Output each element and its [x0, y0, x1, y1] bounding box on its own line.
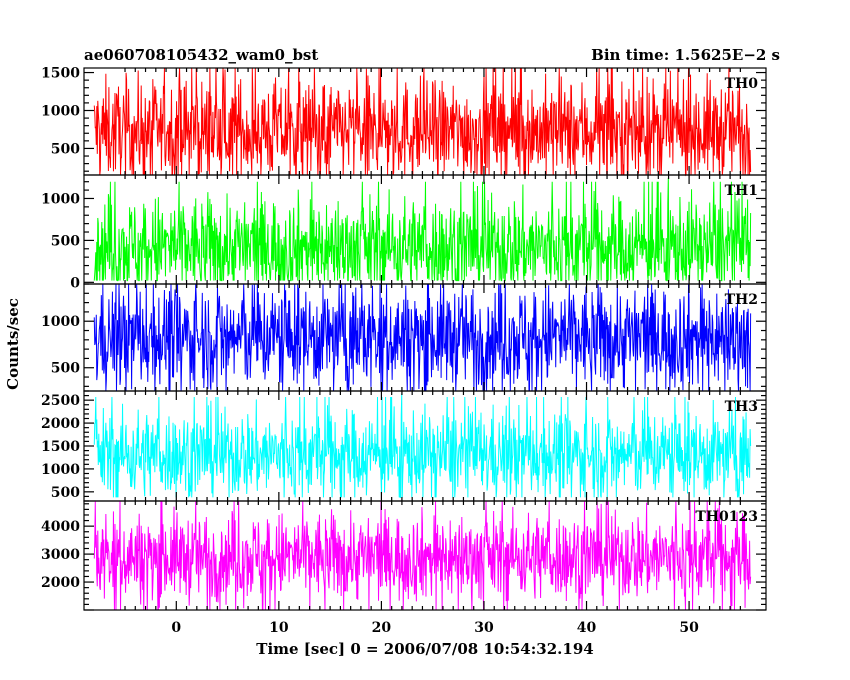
y-tick-label: 1500 — [41, 439, 80, 455]
series-line-th0123 — [93, 500, 752, 611]
y-tick-label: 3000 — [41, 547, 80, 563]
panels-group: 50010001500TH005001000TH15001000TH250010… — [41, 66, 767, 636]
y-tick-label: 2500 — [41, 393, 80, 409]
x-tick-label: 10 — [269, 620, 289, 636]
x-tick-label: 30 — [474, 620, 494, 636]
y-tick-label: 1000 — [41, 462, 80, 478]
panel-th0123: 2000 3000 4000 TH0123 — [41, 500, 767, 611]
panel-label-th0123: TH0123 — [695, 509, 758, 525]
y-tick-label: 500 — [51, 485, 80, 501]
x-tick-label: 20 — [372, 620, 392, 636]
y-tick-label: 1000 — [41, 191, 80, 207]
y-tick-label: 2000 — [41, 416, 80, 432]
panel-label-th0: TH0 — [725, 76, 759, 92]
panel-label-th2: TH2 — [725, 292, 758, 308]
panel-th3: 500 1000 1500 2000 2500 TH3 — [41, 390, 767, 502]
x-axis-label: Time [sec] 0 = 2006/07/08 10:54:32.194 — [256, 640, 593, 658]
panel-th2: 500 1000 TH2 — [41, 283, 767, 392]
y-tick-label: 1500 — [41, 66, 80, 82]
y-tick-label: 500 — [51, 141, 80, 157]
y-tick-label: 0 — [70, 275, 80, 291]
y-tick-label: 500 — [51, 233, 80, 249]
x-tick-label: 0 — [171, 620, 181, 636]
x-tick-label: 50 — [679, 620, 699, 636]
panel-label-th3: TH3 — [725, 399, 758, 415]
y-axis-label: Counts/sec — [4, 298, 22, 390]
panel-frame — [83, 500, 767, 611]
y-tick-label: 2000 — [41, 575, 80, 591]
panel-label-th1: TH1 — [725, 183, 758, 199]
series-line-th0 — [93, 67, 752, 177]
series-line-th3 — [93, 393, 752, 498]
series-line-th1 — [93, 177, 752, 282]
panel-th1: 0 500 1000 TH1 — [41, 174, 767, 291]
panel-th0: 500 1000 1500 TH0 — [41, 66, 767, 177]
y-tick-label: 1000 — [41, 314, 80, 330]
x-tick-label: 40 — [577, 620, 597, 636]
y-tick-label: 4000 — [41, 519, 80, 535]
chart-title-left: ae060708105432_wam0_bst — [84, 46, 318, 64]
y-tick-label: 1000 — [41, 103, 80, 119]
chart-title-right: Bin time: 1.5625E−2 s — [591, 46, 780, 64]
series-line-th2 — [93, 283, 752, 392]
y-tick-label: 500 — [51, 361, 80, 377]
